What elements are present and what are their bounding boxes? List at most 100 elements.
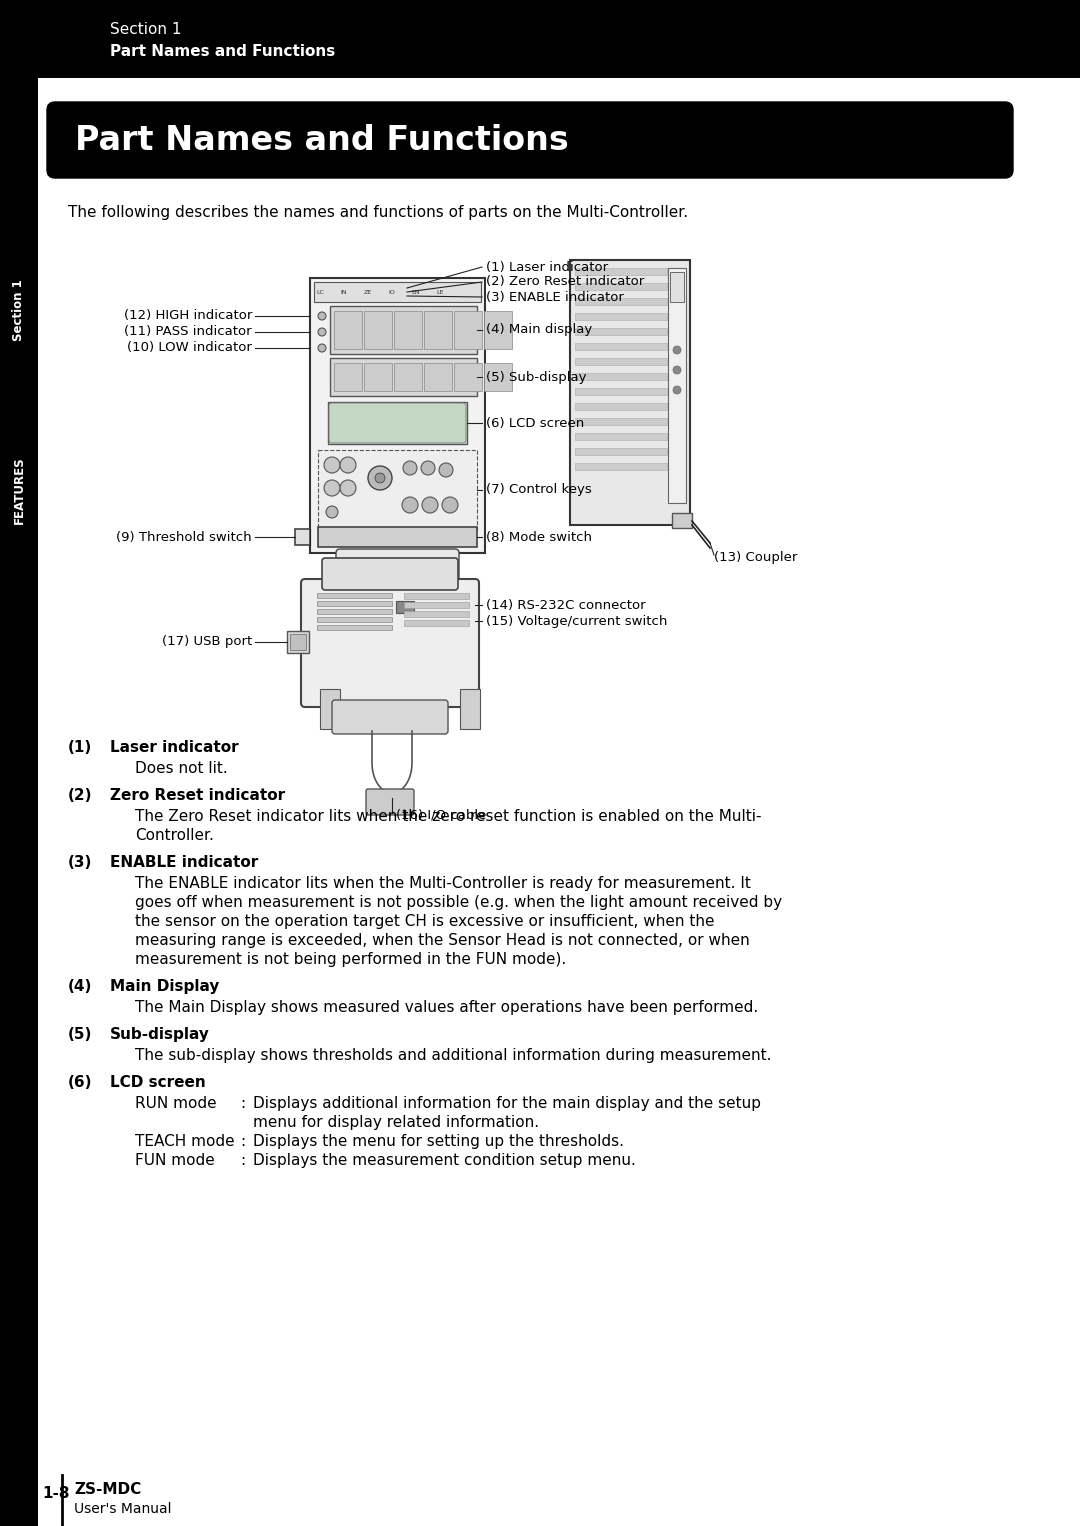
- Bar: [460, 690, 480, 729]
- Text: Controller.: Controller.: [135, 829, 214, 842]
- Circle shape: [318, 328, 326, 336]
- Circle shape: [326, 507, 338, 517]
- Bar: [310, 278, 485, 552]
- Circle shape: [442, 497, 458, 513]
- FancyBboxPatch shape: [48, 102, 1013, 179]
- Text: Laser indicator: Laser indicator: [110, 740, 239, 755]
- Bar: [314, 282, 481, 302]
- Bar: [454, 363, 482, 391]
- Text: The ENABLE indicator lits when the Multi-Controller is ready for measurement. It: The ENABLE indicator lits when the Multi…: [135, 876, 751, 891]
- Text: Part Names and Functions: Part Names and Functions: [110, 44, 335, 60]
- Text: :: :: [240, 1154, 245, 1167]
- Circle shape: [438, 462, 453, 478]
- Text: The following describes the names and functions of parts on the Multi-Controller: The following describes the names and fu…: [68, 204, 688, 220]
- Text: (1): (1): [68, 740, 92, 755]
- Bar: [287, 630, 309, 653]
- Text: (4) Main display: (4) Main display: [486, 324, 592, 337]
- Text: (9) Threshold switch: (9) Threshold switch: [117, 531, 252, 543]
- Bar: [364, 311, 392, 349]
- Bar: [575, 343, 667, 349]
- Bar: [669, 269, 686, 504]
- Text: RUN mode: RUN mode: [135, 1096, 217, 1111]
- Bar: [575, 359, 667, 365]
- Text: (11) PASS indicator: (11) PASS indicator: [124, 325, 252, 339]
- Bar: [330, 307, 477, 354]
- Circle shape: [318, 343, 326, 353]
- Circle shape: [340, 456, 356, 473]
- Circle shape: [673, 346, 681, 354]
- Text: FUN mode: FUN mode: [135, 1154, 215, 1167]
- Bar: [364, 363, 392, 391]
- Circle shape: [318, 311, 326, 320]
- Text: goes off when measurement is not possible (e.g. when the light amount received b: goes off when measurement is not possibl…: [135, 896, 782, 909]
- Text: TEACH mode: TEACH mode: [135, 1134, 234, 1149]
- FancyBboxPatch shape: [332, 700, 448, 734]
- Text: Displays the measurement condition setup menu.: Displays the measurement condition setup…: [253, 1154, 636, 1167]
- Text: (3) ENABLE indicator: (3) ENABLE indicator: [486, 290, 624, 304]
- Circle shape: [673, 366, 681, 374]
- Bar: [575, 418, 667, 426]
- Circle shape: [368, 465, 392, 490]
- Bar: [575, 433, 667, 439]
- Bar: [575, 462, 667, 470]
- Text: FEATURES: FEATURES: [13, 456, 26, 523]
- Text: IO: IO: [389, 290, 395, 295]
- Text: The Zero Reset indicator lits when the zero reset function is enabled on the Mul: The Zero Reset indicator lits when the z…: [135, 809, 761, 824]
- Text: IN: IN: [340, 290, 348, 295]
- Bar: [318, 617, 392, 623]
- Bar: [330, 359, 477, 397]
- Bar: [328, 401, 467, 444]
- Text: LCD screen: LCD screen: [110, 1074, 206, 1090]
- Text: (6): (6): [68, 1074, 93, 1090]
- Bar: [575, 372, 667, 380]
- Text: (15) Voltage/current switch: (15) Voltage/current switch: [486, 615, 667, 627]
- Circle shape: [421, 461, 435, 475]
- Circle shape: [375, 473, 384, 484]
- Text: Part Names and Functions: Part Names and Functions: [75, 124, 569, 157]
- Bar: [394, 363, 422, 391]
- Circle shape: [673, 386, 681, 394]
- Text: The Main Display shows measured values after operations have been performed.: The Main Display shows measured values a…: [135, 1000, 758, 1015]
- Bar: [0, 0, 1080, 78]
- Bar: [318, 626, 392, 630]
- Bar: [404, 620, 469, 626]
- Text: :: :: [240, 1096, 245, 1111]
- Bar: [404, 601, 469, 607]
- Bar: [575, 449, 667, 455]
- FancyBboxPatch shape: [336, 549, 459, 581]
- Text: Does not lit.: Does not lit.: [135, 761, 228, 777]
- Text: (7) Control keys: (7) Control keys: [486, 484, 592, 496]
- Bar: [404, 594, 469, 600]
- Bar: [424, 311, 453, 349]
- Text: the sensor on the operation target CH is excessive or insufficient, when the: the sensor on the operation target CH is…: [135, 914, 715, 929]
- Circle shape: [324, 481, 340, 496]
- Text: Zero Reset indicator: Zero Reset indicator: [110, 787, 285, 803]
- Text: Section 1: Section 1: [110, 21, 181, 37]
- Text: ZS-MDC: ZS-MDC: [75, 1482, 141, 1497]
- Text: Displays the menu for setting up the thresholds.: Displays the menu for setting up the thr…: [253, 1134, 624, 1149]
- Bar: [291, 633, 306, 650]
- Bar: [575, 282, 667, 290]
- Text: menu for display related information.: menu for display related information.: [253, 1116, 539, 1129]
- Text: (8) Mode switch: (8) Mode switch: [486, 531, 592, 543]
- Text: (2) Zero Reset indicator: (2) Zero Reset indicator: [486, 276, 645, 288]
- Text: (14) RS-232C connector: (14) RS-232C connector: [486, 598, 646, 612]
- Circle shape: [324, 456, 340, 473]
- Bar: [0, 78, 38, 1526]
- FancyBboxPatch shape: [329, 403, 465, 443]
- Bar: [318, 594, 392, 598]
- Text: LC: LC: [316, 290, 324, 295]
- Text: ZE: ZE: [364, 290, 373, 295]
- Text: measurement is not being performed in the FUN mode).: measurement is not being performed in th…: [135, 952, 566, 967]
- Bar: [575, 388, 667, 395]
- Bar: [575, 269, 667, 275]
- Text: (1) Laser indicator: (1) Laser indicator: [486, 261, 608, 273]
- Text: (3): (3): [68, 855, 93, 870]
- Text: (16) I/O cable: (16) I/O cable: [396, 807, 486, 821]
- Bar: [575, 328, 667, 336]
- Text: (17) USB port: (17) USB port: [162, 635, 252, 649]
- Text: ENABLE indicator: ENABLE indicator: [110, 855, 258, 870]
- Text: Sub-display: Sub-display: [110, 1027, 210, 1042]
- Bar: [575, 298, 667, 305]
- FancyBboxPatch shape: [366, 789, 414, 815]
